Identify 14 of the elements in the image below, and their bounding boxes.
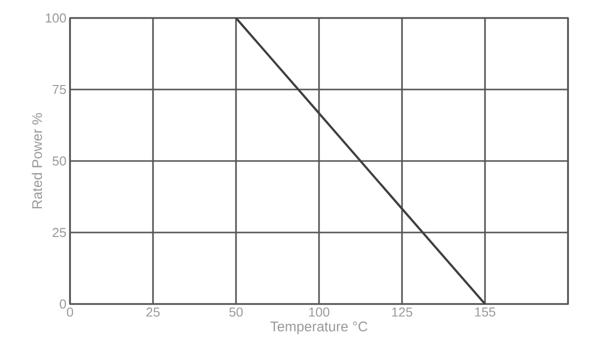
- y-axis-title: Rated Power %: [32, 113, 42, 208]
- x-tick-label: 100: [309, 308, 330, 317]
- y-tick-label: 50: [52, 156, 66, 166]
- x-tick-label: 0: [66, 308, 74, 317]
- line-series: [234, 18, 486, 304]
- x-tick-label: 50: [229, 308, 243, 317]
- y-tick-label: 75: [52, 84, 66, 94]
- y-tick-label: 0: [60, 299, 66, 309]
- x-tick-label: 125: [392, 308, 412, 317]
- x-axis-title: Temperature °C: [270, 322, 368, 334]
- x-tick-label: 25: [146, 308, 160, 317]
- y-tick-label: 25: [52, 228, 66, 238]
- y-tick-label: 100: [46, 13, 66, 23]
- x-tick-label: 155: [475, 308, 496, 317]
